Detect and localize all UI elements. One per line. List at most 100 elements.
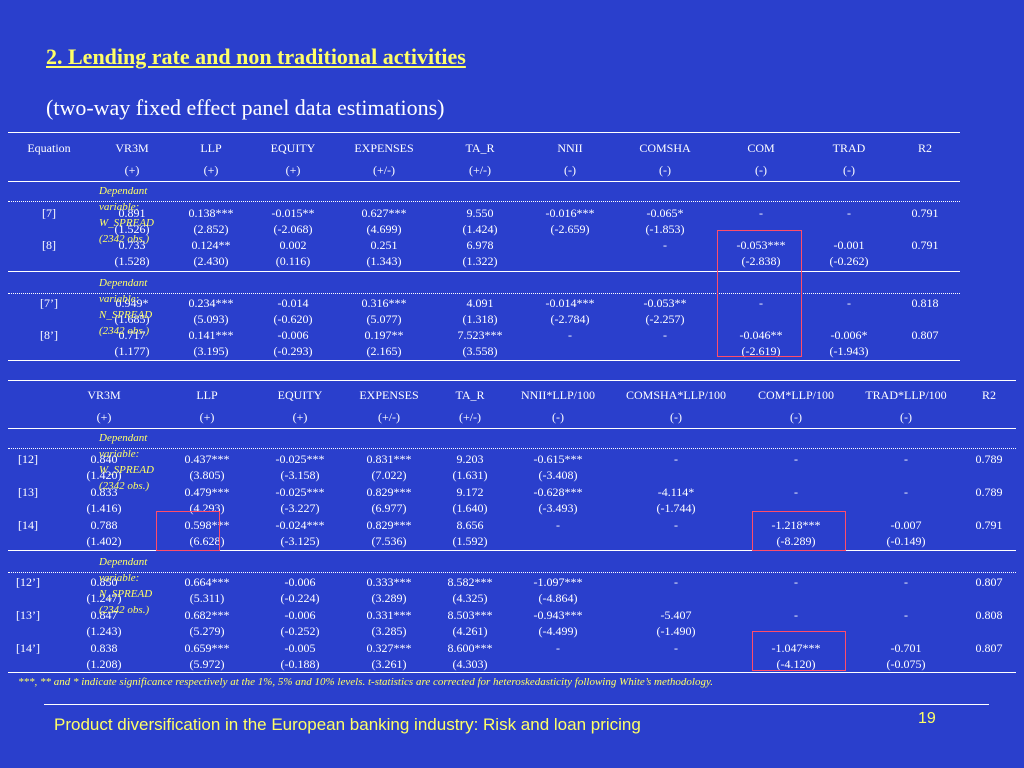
table-cell: -0.016*** — [545, 206, 595, 220]
table-cell: (-4.864) — [538, 591, 578, 605]
table-cell: (-0.188) — [280, 657, 320, 671]
table-cell: -0.006 — [284, 575, 316, 589]
table-cell: (3.805) — [189, 468, 225, 482]
table-cell: - — [794, 485, 798, 499]
table-cell: - — [904, 608, 908, 622]
table-rule — [8, 672, 1016, 673]
table-rule — [8, 572, 1016, 573]
dependent-variable-label: Dependant variable: W_SPREAD (2342 obs.) — [99, 185, 154, 245]
table-cell: TA_R — [465, 141, 495, 155]
table-cell: (1.343) — [366, 254, 402, 268]
table-cell: EQUITY — [270, 141, 316, 155]
table-cell: (2.852) — [193, 222, 229, 236]
table-cell: (-3.158) — [280, 468, 320, 482]
table-cell: -0.001 — [833, 238, 865, 252]
table-cell: R2 — [981, 388, 996, 402]
tstat-row: (1.420) (3.805) (-3.158) (7.022) (1.631) (-3.… — [8, 467, 1016, 483]
table-cell: (1.243) — [86, 624, 122, 638]
table-cell: -0.024*** — [275, 518, 325, 532]
table-cell: - — [674, 575, 678, 589]
table-rule — [8, 132, 960, 133]
table-cell: -0.006* — [830, 328, 868, 342]
table-cell: - — [556, 518, 560, 532]
table-cell: (-0.149) — [886, 534, 926, 548]
table-cell: - — [847, 296, 851, 310]
table-cell: 0.733 — [118, 238, 146, 252]
table-cell: 0.807 — [975, 575, 1003, 589]
table-cell: TA_R — [455, 388, 485, 402]
table-cell: R2 — [917, 141, 932, 155]
table-cell: -0.053*** — [736, 238, 786, 252]
table-cell: (5.972) — [189, 657, 225, 671]
table-cell: 4.091 — [466, 296, 494, 310]
table-cell: (1.640) — [452, 501, 488, 515]
table-cell: 0.840 — [90, 452, 118, 466]
table-cell: (-4.499) — [538, 624, 578, 638]
table-cell: EQUITY — [277, 388, 323, 402]
table-cell: [12’] — [16, 575, 40, 589]
estimate-row: [14] 0.788 0.598*** -0.024*** 0.829*** 8.656 -… — [8, 517, 1016, 533]
table-cell: (-2.068) — [273, 222, 313, 236]
table-cell: [8’] — [40, 328, 58, 342]
table-cell: (1.247) — [86, 591, 122, 605]
table-cell: (+) — [199, 410, 215, 424]
table-cell: (+/-) — [372, 163, 396, 177]
table-cell: (-) — [843, 163, 855, 177]
table-cell: - — [794, 608, 798, 622]
table-cell: (-3.125) — [280, 534, 320, 548]
table-cell: 0.891 — [118, 206, 146, 220]
table-rule — [8, 448, 1016, 449]
estimate-row: [7] 0.891 0.138*** -0.015** 0.627*** 9.550 -0.… — [8, 205, 960, 221]
significance-footnote: ***, ** and * indicate significance resp… — [18, 676, 713, 688]
table-cell: (-2.619) — [741, 344, 781, 358]
table-cell: 9.550 — [466, 206, 494, 220]
significance-highlight-box — [752, 511, 846, 551]
table-cell: (-0.293) — [273, 344, 313, 358]
table-cell: -0.006 — [277, 328, 309, 342]
table-cell: 0.251 — [370, 238, 398, 252]
table-cell: Equation — [27, 141, 71, 155]
table-cell: 0.333*** — [366, 575, 412, 589]
table-cell: (-1.744) — [656, 501, 696, 515]
table-cell: (-2.784) — [550, 312, 590, 326]
table-cell: 8.656 — [456, 518, 484, 532]
table-cell: (-1.853) — [645, 222, 685, 236]
table-cell: [8] — [42, 238, 56, 252]
table-cell: (1.318) — [462, 312, 498, 326]
estimate-row: [7’] 0.949* 0.234*** -0.014 0.316*** 4.091 -0.… — [8, 295, 960, 311]
table-cell: -0.015** — [271, 206, 315, 220]
table-cell: (-0.224) — [280, 591, 320, 605]
significance-highlight-box — [156, 511, 220, 551]
dependent-variable-label: Dependant variable: N_SPREAD (2342 obs.) — [99, 277, 153, 337]
table-cell: - — [663, 238, 667, 252]
table-cell: (+/-) — [377, 410, 401, 424]
table-cell: (+) — [285, 163, 301, 177]
table-cell: (-4.120) — [776, 657, 816, 671]
table-cell: (+) — [124, 163, 140, 177]
table-cell: COMSHA*LLP/100 — [625, 388, 726, 402]
table-cell: (-2.659) — [550, 222, 590, 236]
table-cell: 0.838 — [90, 641, 118, 655]
table-cell: -0.025*** — [275, 452, 325, 466]
tstat-row: (1.526) (2.852) (-2.068) (4.699) (1.424) (-2.… — [8, 221, 960, 237]
header-row: VR3M LLP EQUITY EXPENSES TA_R NNII*LLP/100 COM… — [8, 387, 1016, 403]
table-cell: - — [759, 296, 763, 310]
estimate-row: [13] 0.833 0.479*** -0.025*** 0.829*** 9.172 -… — [8, 484, 1016, 500]
table-cell: (-0.262) — [829, 254, 869, 268]
table-cell: 0.808 — [975, 608, 1003, 622]
table-cell: 7.523*** — [457, 328, 503, 342]
table-cell: -0.005 — [284, 641, 316, 655]
table-cell: (3.289) — [371, 591, 407, 605]
table-cell: (4.699) — [366, 222, 402, 236]
table-cell: -0.943*** — [533, 608, 583, 622]
dependent-variable-label: Dependant variable: N_SPREAD (2342 obs.) — [99, 556, 153, 616]
table-rule — [8, 360, 960, 361]
table-cell: 0.327*** — [366, 641, 412, 655]
table-cell: LLP — [200, 141, 222, 155]
estimate-row: [13’] 0.847 0.682*** -0.006 0.331*** 8.503***… — [8, 607, 1016, 623]
table-cell: 0.002 — [279, 238, 307, 252]
estimate-row: [14’] 0.838 0.659*** -0.005 0.327*** 8.600***… — [8, 640, 1016, 656]
estimate-row: [12’] 0.850 0.664*** -0.006 0.333*** 8.582***… — [8, 574, 1016, 590]
table-cell: (7.536) — [371, 534, 407, 548]
table-cell: 0.847 — [90, 608, 118, 622]
